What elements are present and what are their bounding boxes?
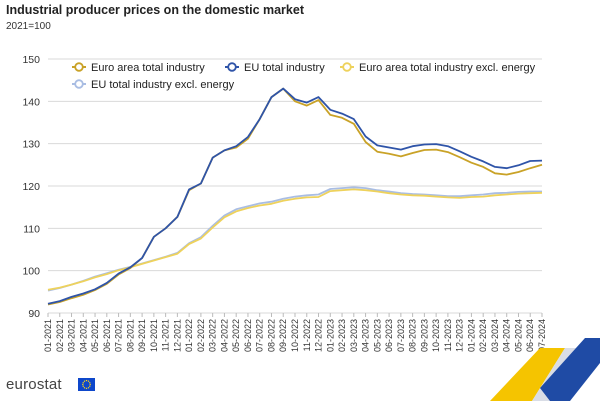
x-tick-label: 06-2023 xyxy=(384,319,394,352)
eurostat-logo: eurostat xyxy=(6,376,62,393)
x-tick-label: 12-2021 xyxy=(172,319,182,352)
x-tick-label: 06-2021 xyxy=(102,319,112,352)
x-tick-label: 10-2023 xyxy=(431,319,441,352)
series-line xyxy=(47,87,543,305)
x-tick-label: 01-2024 xyxy=(466,319,476,352)
y-tick-label: 100 xyxy=(22,266,40,278)
y-tick-label: 110 xyxy=(23,223,40,235)
x-tick-label: 10-2022 xyxy=(290,319,300,352)
x-tick-label: 09-2021 xyxy=(137,319,147,352)
x-tick-label: 11-2022 xyxy=(302,319,312,351)
legend-marker-icon xyxy=(74,79,84,89)
x-tick-label: 09-2023 xyxy=(419,319,429,352)
x-tick-label: 04-2024 xyxy=(502,319,512,352)
x-tick-label: 05-2024 xyxy=(513,319,523,352)
x-tick-label: 01-2022 xyxy=(184,319,194,352)
y-tick-label: 130 xyxy=(22,139,40,151)
x-tick-label: 06-2022 xyxy=(243,319,253,352)
x-tick-label: 03-2023 xyxy=(349,319,359,352)
x-tick-label: 06-2024 xyxy=(525,319,535,352)
series-line xyxy=(47,188,543,291)
x-tick-label: 08-2021 xyxy=(125,319,135,352)
y-tick-label: 90 xyxy=(28,308,40,320)
legend-label: Euro area total industry excl. energy xyxy=(359,62,536,74)
x-tick-label: 02-2021 xyxy=(55,319,65,352)
x-tick-label: 04-2021 xyxy=(78,319,88,352)
x-tick-label: 02-2022 xyxy=(196,319,206,352)
x-tick-label: 04-2022 xyxy=(219,319,229,352)
x-tick-label: 01-2021 xyxy=(43,319,53,352)
x-tick-label: 03-2022 xyxy=(208,319,218,352)
legend-marker-icon xyxy=(74,62,84,72)
x-tick-label: 05-2023 xyxy=(372,319,382,352)
x-tick-label: 12-2023 xyxy=(455,319,465,352)
chart-subtitle: 2021=100 xyxy=(6,21,51,32)
x-tick-label: 07-2021 xyxy=(114,319,124,352)
x-tick-label: 10-2021 xyxy=(149,319,159,352)
x-tick-label: 09-2022 xyxy=(278,319,288,352)
x-tick-label: 11-2021 xyxy=(161,319,171,351)
legend-label: EU total industry excl. energy xyxy=(91,79,235,91)
eurostat-decorative-swoosh-icon xyxy=(490,338,600,401)
x-tick-label: 02-2023 xyxy=(337,319,347,352)
y-tick-label: 120 xyxy=(22,181,40,193)
chart-title: Industrial producer prices on the domest… xyxy=(6,3,304,17)
x-tick-label: 11-2023 xyxy=(443,319,453,351)
x-tick-label: 03-2021 xyxy=(67,319,77,352)
x-tick-label: 01-2023 xyxy=(325,319,335,352)
x-tick-label: 05-2022 xyxy=(231,319,241,352)
x-tick-label: 08-2023 xyxy=(408,319,418,352)
y-tick-label: 140 xyxy=(22,96,40,108)
legend-label: EU total industry xyxy=(244,62,325,74)
x-tick-label: 05-2021 xyxy=(90,319,100,352)
x-tick-label: 12-2022 xyxy=(314,319,324,352)
legend-label: Euro area total industry xyxy=(91,62,205,74)
y-tick-label: 150 xyxy=(22,54,40,66)
x-tick-label: 07-2023 xyxy=(396,319,406,352)
x-tick-label: 07-2024 xyxy=(537,319,547,352)
x-tick-label: 02-2024 xyxy=(478,319,488,352)
series-line xyxy=(47,186,542,292)
x-tick-label: 08-2022 xyxy=(266,319,276,352)
x-tick-label: 03-2024 xyxy=(490,319,500,352)
legend-marker-icon xyxy=(342,62,352,72)
eu-flag-icon xyxy=(78,378,95,391)
x-tick-label: 04-2023 xyxy=(361,319,371,352)
legend-marker-icon xyxy=(227,62,237,72)
x-tick-label: 07-2022 xyxy=(255,319,265,352)
